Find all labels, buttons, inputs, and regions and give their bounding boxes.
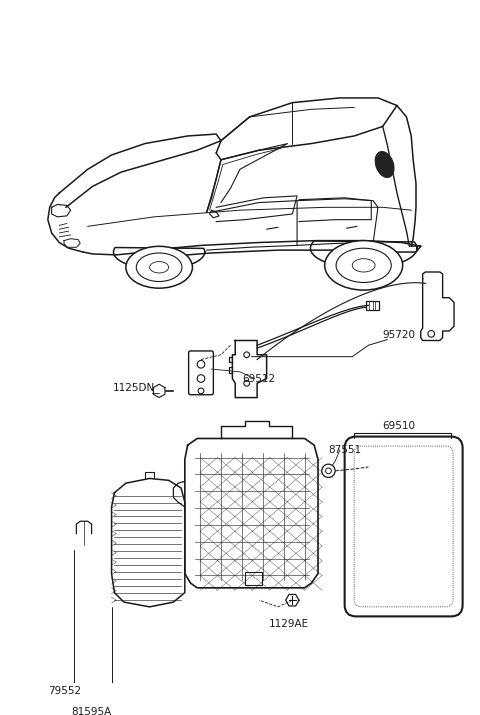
Circle shape: [197, 360, 205, 368]
Circle shape: [325, 468, 331, 473]
Circle shape: [244, 352, 250, 358]
Circle shape: [198, 388, 204, 394]
Text: 69510: 69510: [383, 421, 416, 431]
Circle shape: [322, 464, 335, 478]
Ellipse shape: [136, 253, 182, 282]
Text: 87551: 87551: [328, 445, 361, 455]
Ellipse shape: [336, 248, 391, 282]
Ellipse shape: [150, 262, 168, 273]
Circle shape: [428, 330, 434, 337]
Circle shape: [197, 375, 205, 383]
Ellipse shape: [126, 246, 192, 288]
Bar: [245, 572, 262, 585]
Text: 69512: 69512: [242, 374, 275, 384]
Ellipse shape: [324, 241, 403, 290]
Text: 79552: 79552: [48, 686, 81, 696]
Text: 1125DN: 1125DN: [112, 383, 155, 393]
Text: 81595A: 81595A: [72, 706, 112, 715]
Ellipse shape: [352, 259, 375, 272]
Text: 1129AE: 1129AE: [268, 619, 309, 629]
Ellipse shape: [375, 152, 394, 177]
Text: 95720: 95720: [383, 330, 416, 340]
Bar: [366, 302, 379, 310]
Circle shape: [244, 380, 250, 386]
